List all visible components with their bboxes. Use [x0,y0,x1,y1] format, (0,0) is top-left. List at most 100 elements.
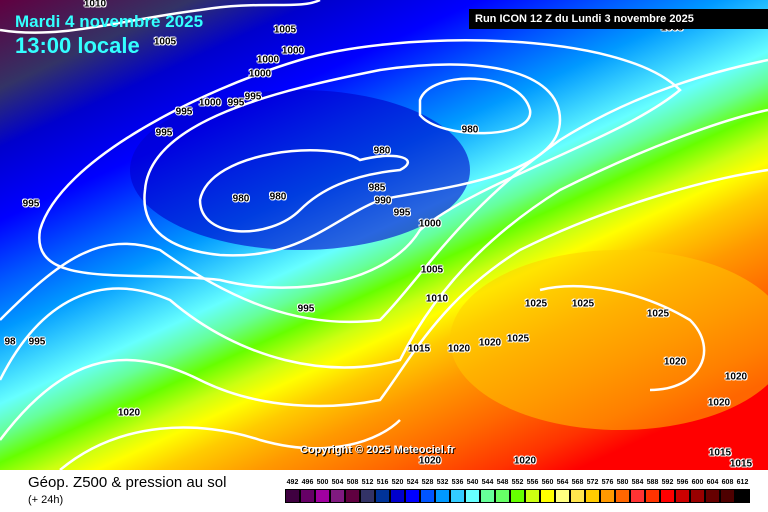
isobar-label: 980 [232,193,250,205]
isobar-label: 985 [368,182,386,194]
legend-swatch [465,489,480,503]
legend-entry: 588 [645,479,660,503]
isobar-label: 1010 [83,0,107,10]
isobar-label: 1020 [663,356,687,368]
model-run-info: Run ICON 12 Z du Lundi 3 novembre 2025 [469,9,768,29]
legend-swatch [330,489,345,503]
isobar-label: 995 [175,106,193,118]
legend-value: 536 [451,479,464,486]
legend-value: 556 [526,479,539,486]
legend-swatch [390,489,405,503]
legend-value: 580 [616,479,629,486]
legend-swatch [480,489,495,503]
legend-value: 500 [316,479,329,486]
legend-value: 496 [301,479,314,486]
legend-swatch [630,489,645,503]
legend-value: 568 [571,479,584,486]
legend-value: 604 [706,479,719,486]
legend-value: 576 [601,479,614,486]
legend-swatch [420,489,435,503]
isobar-label: 1005 [420,264,444,276]
isobar-label: 1000 [198,97,222,109]
legend-entry: 536 [450,479,465,503]
legend-swatch [405,489,420,503]
legend-swatch [525,489,540,503]
legend-value: 596 [676,479,689,486]
isobar-label: 1015 [407,343,431,355]
isobar-label: 995 [22,198,40,210]
isobars [0,0,768,470]
legend-swatch [345,489,360,503]
legend-swatch [735,489,750,503]
isobar-label: 1020 [724,371,748,383]
legend-value: 540 [466,479,479,486]
legend-entry: 568 [570,479,585,503]
isobar-label: 1020 [117,407,141,419]
legend-entry: 572 [585,479,600,503]
legend-entry: 576 [600,479,615,503]
legend-entry: 496 [300,479,315,503]
legend-value: 564 [556,479,569,486]
isobar-label: 1025 [506,333,530,345]
legend-entry: 560 [540,479,555,503]
legend-swatch [315,489,330,503]
isobar-label: 1000 [281,45,305,57]
isobar-label: 1025 [646,308,670,320]
isobar-label: 980 [461,124,479,136]
legend-swatch [570,489,585,503]
forecast-time: 13:00 locale [15,33,140,58]
legend-entry: 504 [330,479,345,503]
isobar-label: 1025 [571,298,595,310]
legend-value: 612 [736,479,749,486]
isobar-label: 990 [374,195,392,207]
legend-swatch [540,489,555,503]
high-ridge [450,250,768,430]
legend-value: 492 [286,479,299,486]
isobar-label: 1020 [707,397,731,409]
low-center [130,90,470,250]
legend-entry: 512 [360,479,375,503]
isobar-label: 1015 [729,458,753,470]
legend-entry: 592 [660,479,675,503]
legend-entry: 544 [480,479,495,503]
legend-swatch [675,489,690,503]
isobar-label: 995 [28,336,46,348]
legend-value: 504 [331,479,344,486]
legend-value: 516 [376,479,389,486]
isobar-label: 980 [373,145,391,157]
legend-value: 584 [631,479,644,486]
legend-value: 512 [361,479,374,486]
isobar-label: 98 [4,336,16,348]
isobar-label: 980 [269,191,287,203]
legend-value: 524 [406,479,419,486]
legend-value: 560 [541,479,554,486]
legend-entry: 500 [315,479,330,503]
legend-swatch [360,489,375,503]
legend-swatch [555,489,570,503]
legend-swatch [435,489,450,503]
isobar-label: 1000 [418,218,442,230]
isobar-label: 995 [227,97,245,109]
legend-value: 548 [496,479,509,486]
legend-entry: 540 [465,479,480,503]
isobar-label: 1020 [418,455,442,467]
legend-entry: 532 [435,479,450,503]
isobar-label: 995 [297,303,315,315]
isobar-label: 1015 [708,447,732,459]
legend-entry: 552 [510,479,525,503]
map-subtitle: (+ 24h) [28,494,64,506]
legend-entry: 564 [555,479,570,503]
legend-value: 592 [661,479,674,486]
copyright: Copyright © 2025 Meteociel.fr [300,444,455,456]
forecast-date: Mardi 4 novembre 2025 [15,12,204,31]
legend-value: 528 [421,479,434,486]
isobar-label: 995 [393,207,411,219]
legend-entry: 600 [690,479,705,503]
legend-swatch [660,489,675,503]
legend-entry: 608 [720,479,735,503]
legend-entry: 604 [705,479,720,503]
legend-value: 520 [391,479,404,486]
legend-entry: 520 [390,479,405,503]
legend-entry: 528 [420,479,435,503]
